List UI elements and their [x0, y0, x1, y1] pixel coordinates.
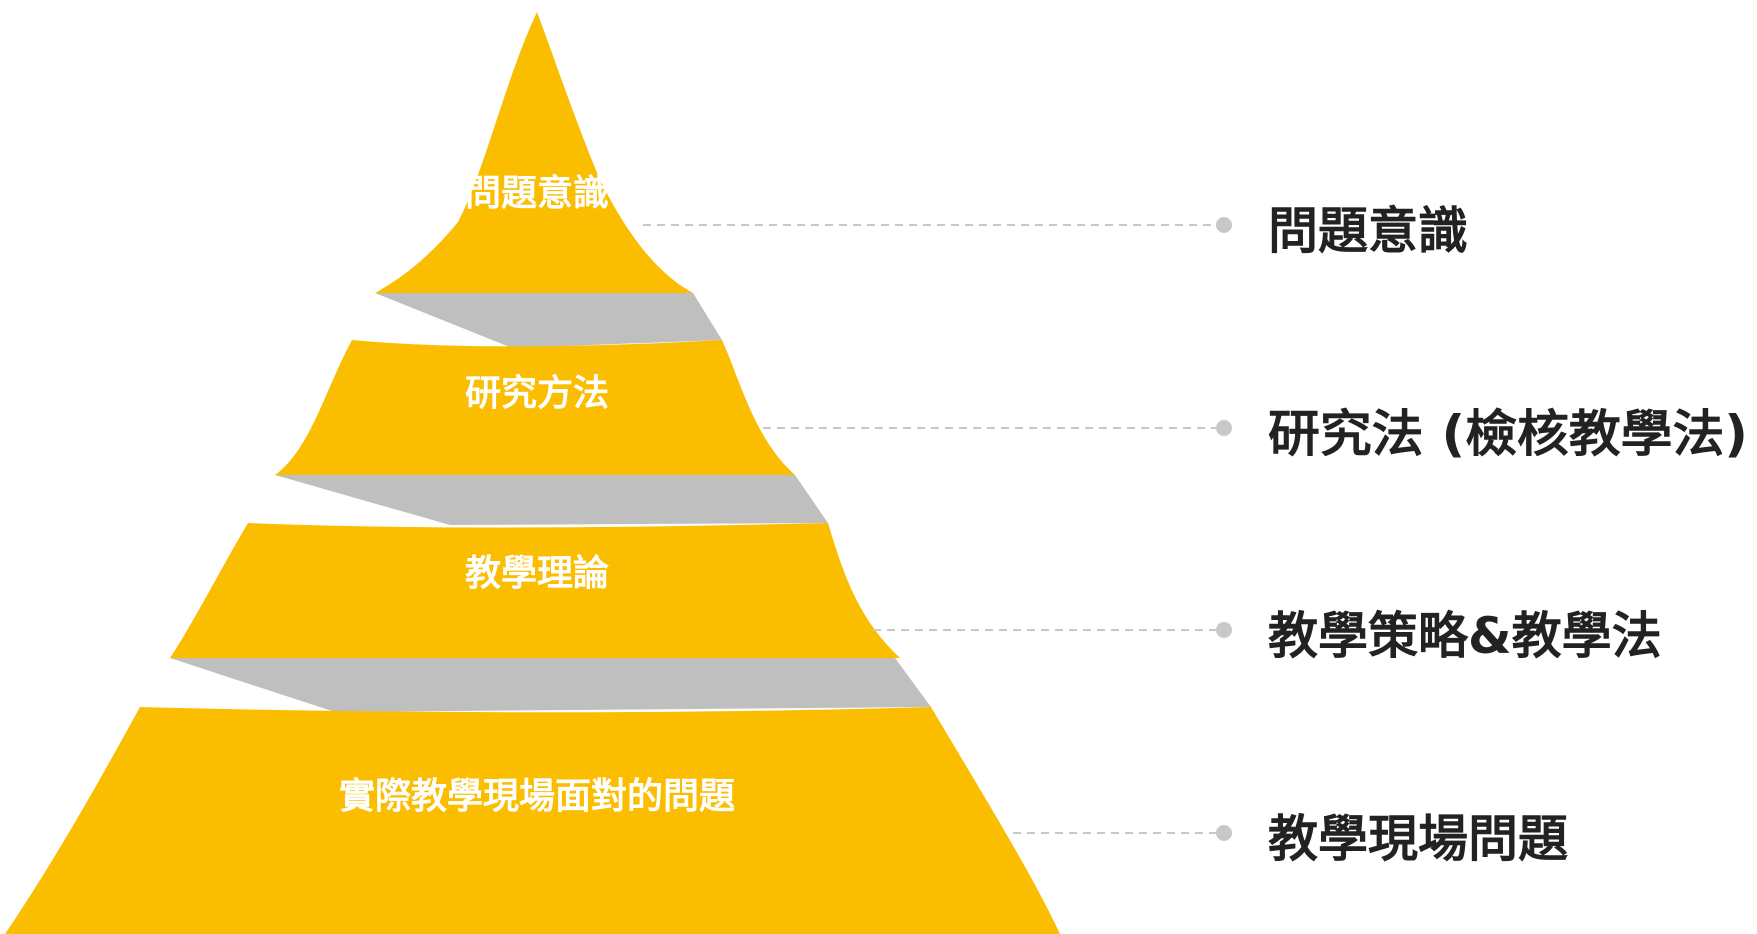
tier-3-label: 教學理論 — [465, 553, 609, 594]
right-label-3: 教學策略&教學法 — [1268, 607, 1662, 665]
connector-band-2 — [275, 475, 828, 525]
leader-dot-4 — [1216, 825, 1232, 841]
tier-2-shape — [275, 340, 795, 475]
leader-dot-1 — [1216, 217, 1232, 233]
tier-2-label: 研究方法 — [465, 373, 609, 414]
tier-3-shape — [170, 523, 900, 658]
right-label-1: 問題意識 — [1268, 202, 1468, 260]
right-label-4: 教學現場問題 — [1268, 810, 1568, 868]
tier-1-label: 問題意識 — [465, 173, 609, 214]
right-label-2: 研究法 (檢核教學法) — [1268, 405, 1748, 463]
leader-dot-2 — [1216, 420, 1232, 436]
connector-band-1 — [375, 293, 722, 348]
tier-4-shape — [5, 707, 1060, 934]
leader-dot-3 — [1216, 622, 1232, 638]
connector-band-3 — [170, 658, 931, 712]
tier-4-label: 實際教學現場面對的問題 — [339, 775, 735, 817]
tier-1-shape — [375, 12, 693, 293]
